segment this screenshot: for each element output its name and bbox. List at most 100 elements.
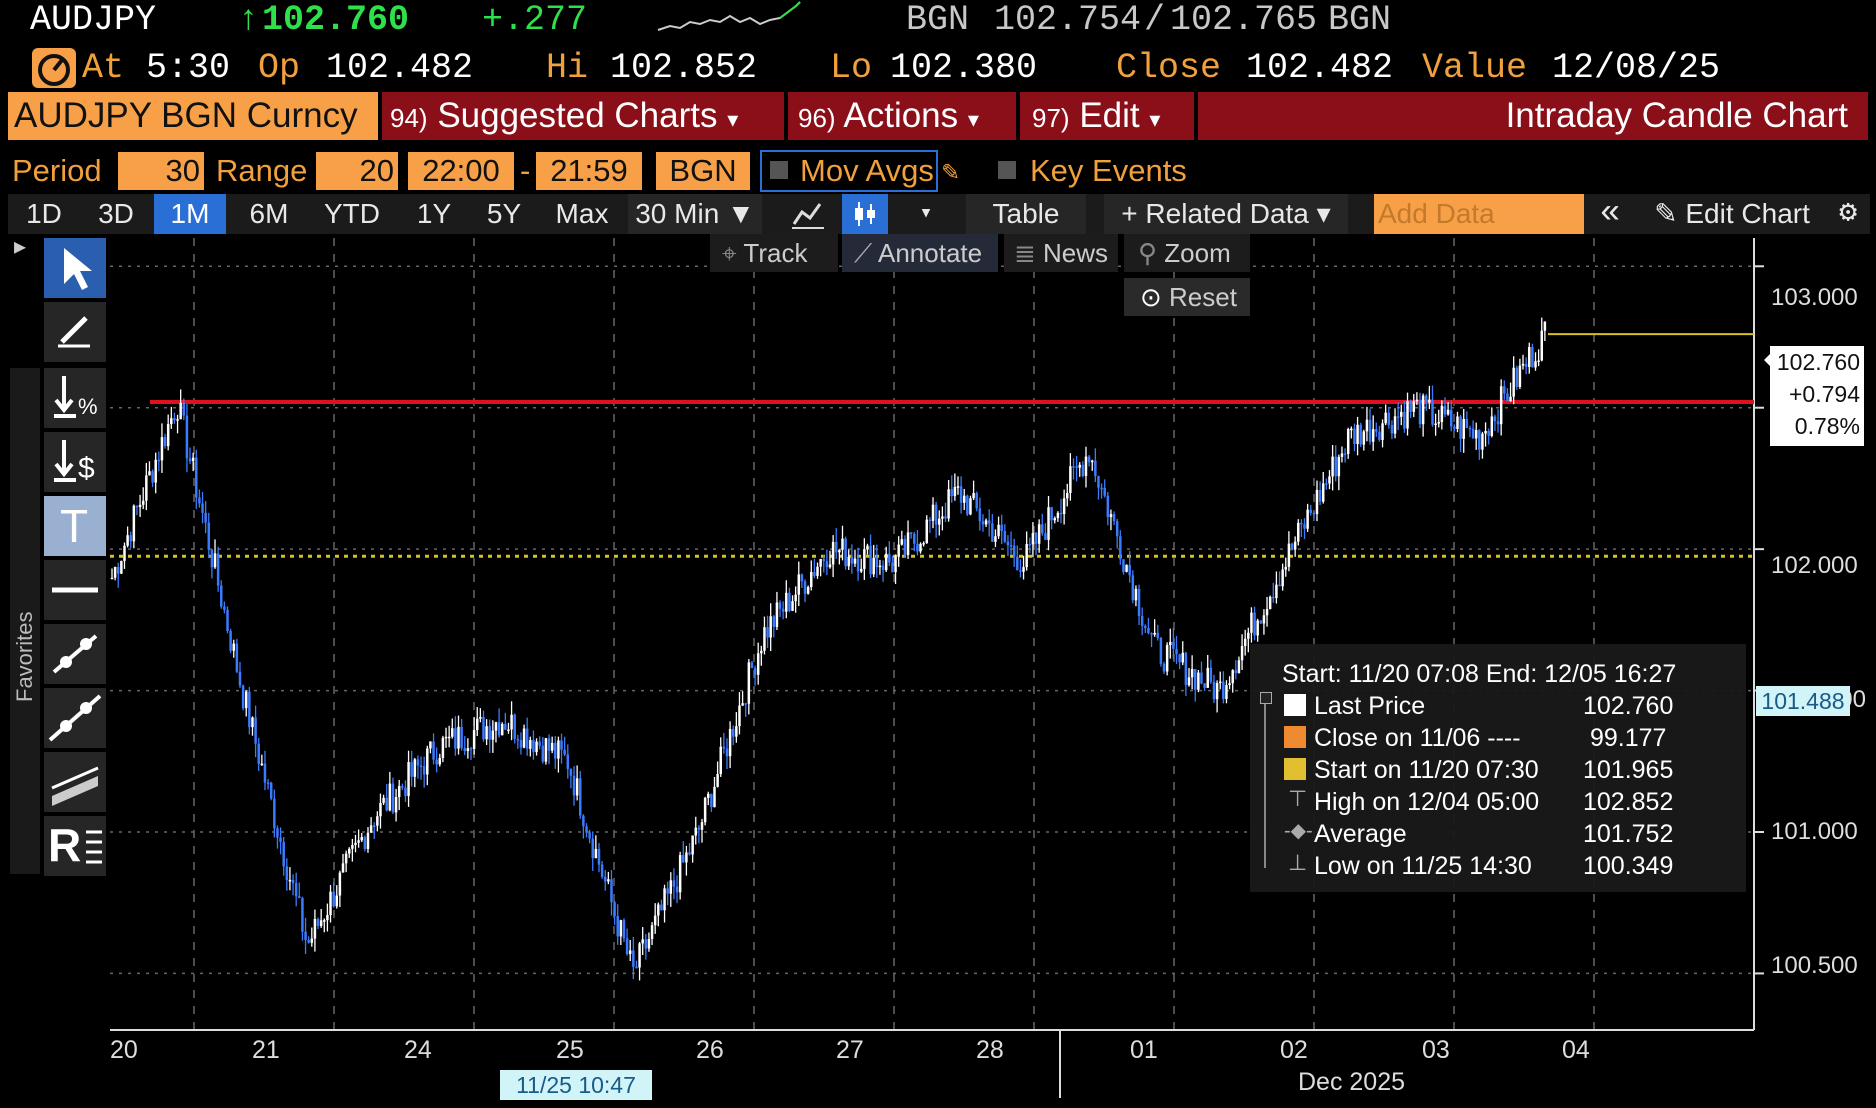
candle-body [444, 736, 448, 739]
candle-body [479, 716, 482, 719]
range-button-ytd[interactable]: YTD [324, 198, 380, 229]
candle-body [866, 545, 869, 550]
range-button-3d[interactable]: 3D [98, 198, 134, 229]
range-button-1d[interactable]: 1D [26, 198, 62, 229]
range-input[interactable]: 20 [316, 152, 398, 190]
candle-body [1503, 386, 1506, 394]
pointer-tool-icon[interactable] [44, 238, 106, 298]
collapse-icon[interactable]: « [1599, 195, 1621, 233]
range-button-1m[interactable]: 1M [154, 194, 226, 234]
candle-body [1487, 430, 1490, 436]
candle-body [401, 785, 404, 788]
candle-body [1047, 507, 1050, 540]
candle-body [226, 609, 229, 631]
draw-tool-icon[interactable] [44, 302, 106, 362]
candle-body [263, 763, 267, 783]
candle-body [1265, 609, 1269, 616]
research-tool-icon[interactable]: R [44, 816, 106, 876]
pencil-icon: ✎ [1654, 198, 1678, 229]
candle-body [488, 726, 491, 740]
candle-body [566, 754, 570, 770]
news-button[interactable]: ≣ News [1004, 234, 1118, 272]
candle-body [366, 832, 370, 849]
candle-body [891, 562, 894, 573]
candle-body [688, 852, 691, 855]
add-data-input[interactable]: Add Data [1374, 194, 1584, 234]
candle-body [834, 541, 838, 553]
suggested-charts-menu[interactable]: 94) Suggested Charts ▾ [390, 92, 794, 140]
gear-icon[interactable]: ⚙ [1838, 197, 1858, 231]
legend-swatch [1284, 726, 1306, 748]
legend-label: Start on 11/20 07:30 [1314, 756, 1539, 784]
candle-body [1031, 533, 1035, 545]
candle-body [391, 783, 395, 813]
candle-body [1109, 514, 1113, 518]
period-input[interactable]: 30 [118, 152, 204, 190]
edit-menu[interactable]: 97) Edit ▾ [1032, 92, 1192, 140]
candle-body [1387, 412, 1391, 426]
candle-body [966, 495, 969, 515]
candle-body [981, 521, 985, 525]
range-button-1y[interactable]: 1Y [416, 198, 452, 229]
key-events-checkbox[interactable] [998, 161, 1016, 179]
candle-body [816, 566, 819, 576]
channel-tool-icon[interactable] [44, 752, 106, 812]
annotate-button[interactable]: ⟋ Annotate [842, 234, 998, 272]
security-field[interactable]: AUDJPY BGN Curncy [8, 92, 378, 140]
chart-style-dropdown-icon[interactable]: ▾ [919, 201, 933, 226]
table-button[interactable]: Table [966, 194, 1086, 234]
horizontal-line-tool-icon[interactable] [44, 560, 106, 620]
end-time-input[interactable]: 21:59 [536, 152, 642, 190]
range-button-max[interactable]: Max [555, 198, 609, 229]
candle-body [1340, 453, 1344, 457]
range-button-5y[interactable]: 5Y [486, 198, 522, 229]
pencil-icon[interactable]: ✎ [942, 158, 959, 189]
start-time-input[interactable]: 22:00 [408, 152, 514, 190]
candle-body [803, 581, 807, 594]
legend-collapse-icon[interactable] [1260, 692, 1272, 704]
candle-body [775, 602, 779, 627]
candle-body [544, 738, 548, 762]
percent-tool-icon[interactable]: % [44, 368, 106, 428]
source-input[interactable]: BGN [656, 152, 750, 190]
related-data-menu[interactable]: + Related Data ▾ [1104, 194, 1348, 234]
candlestick-icon[interactable] [842, 194, 888, 234]
candle-body [613, 902, 616, 917]
crosshair-icon: ⌖ [722, 238, 737, 268]
mov-avgs-toggle[interactable]: Mov Avgs [760, 150, 938, 192]
candle-body [407, 762, 410, 797]
candle-body [753, 668, 757, 675]
candle-body [188, 458, 192, 462]
text-tool-icon[interactable]: T [44, 496, 106, 556]
candle-body [660, 904, 663, 911]
dollar-tool-icon[interactable]: $ [44, 432, 106, 492]
reset-button[interactable]: ⊙ Reset [1124, 278, 1250, 316]
line-chart-icon[interactable] [776, 194, 840, 234]
y-tick-label: 103.000 [1771, 284, 1858, 311]
ray-tool-icon[interactable] [44, 688, 106, 748]
candle-body [925, 519, 929, 544]
candle-body [1218, 681, 1222, 684]
expand-icon[interactable]: ▶ [14, 237, 27, 260]
edit-chart-button[interactable]: ✎ Edit Chart [1640, 194, 1824, 234]
candle-body [747, 662, 751, 704]
candle-body [707, 793, 710, 798]
trendline-tool-icon[interactable] [44, 624, 106, 684]
candle-body [257, 743, 260, 764]
candle-body [728, 728, 732, 757]
candle-body [972, 493, 975, 499]
candle-body [547, 738, 551, 751]
range-button-6m[interactable]: 6M [249, 198, 289, 229]
actions-menu[interactable]: 96) Actions ▾ [798, 92, 1018, 140]
candle-body [913, 533, 916, 544]
track-button[interactable]: ⌖ Track [710, 234, 838, 272]
zoom-button[interactable]: ⚲ Zoom [1124, 234, 1250, 272]
candle-body [685, 852, 688, 863]
candle-body [298, 896, 301, 899]
candle-body [1362, 431, 1366, 445]
favorites-sidebar[interactable]: Favorites [10, 368, 40, 874]
gauge-icon[interactable] [32, 48, 76, 88]
candle-body [641, 939, 644, 944]
interval-dropdown[interactable]: 30 Min ▼ [628, 194, 762, 234]
